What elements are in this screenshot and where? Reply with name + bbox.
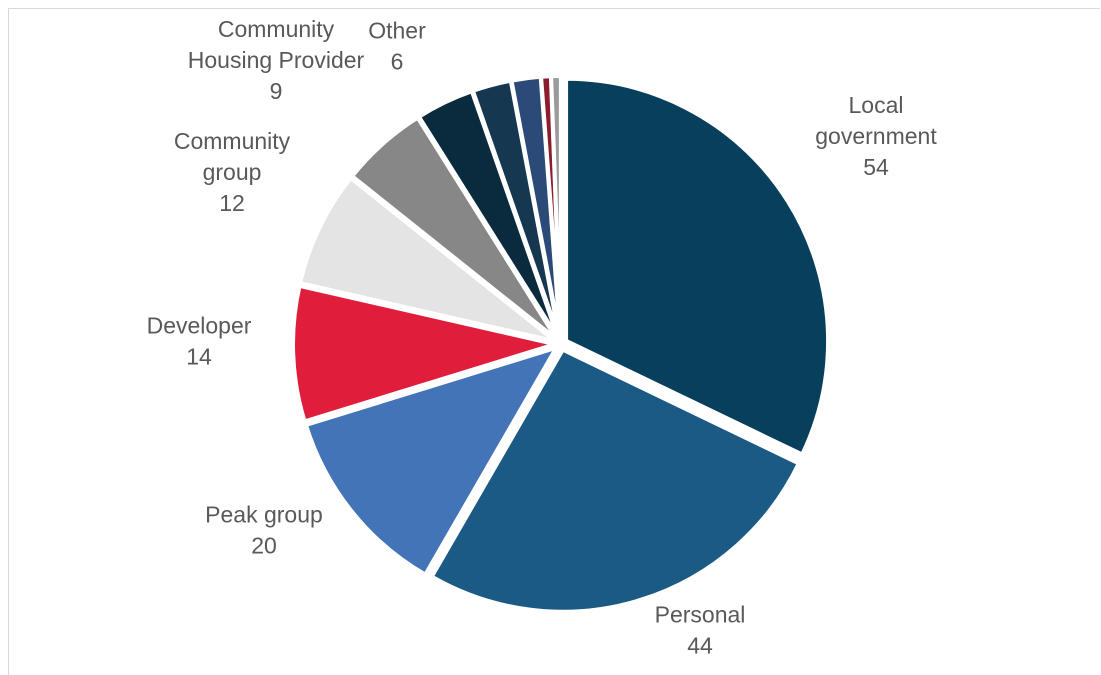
pie-slice-personal xyxy=(429,347,801,614)
data-label-local-government: Local government 54 xyxy=(815,92,937,180)
pie-slices xyxy=(291,74,831,614)
data-label-value: 14 xyxy=(186,344,212,370)
data-label-category: Local xyxy=(849,92,904,118)
data-label-category: Developer xyxy=(147,313,252,339)
data-label-category: Housing Provider xyxy=(188,47,365,73)
data-label-category: Community xyxy=(218,16,335,42)
data-label-community-housing-provider: Community Housing Provider 9 xyxy=(188,16,365,104)
data-label-category: Community xyxy=(174,128,291,154)
data-label-category: group xyxy=(203,159,262,185)
data-label-other: Other 6 xyxy=(368,18,426,75)
data-label-category: Peak group xyxy=(205,502,323,528)
data-label-developer: Developer 14 xyxy=(147,313,252,370)
data-label-value: 44 xyxy=(687,633,713,659)
pie-labels: Local government 54 Personal 44 Peak group 20 D… xyxy=(147,16,938,659)
data-label-value: 9 xyxy=(270,78,283,104)
data-label-category: Other xyxy=(368,18,426,44)
data-label-value: 20 xyxy=(251,533,277,559)
data-label-category: government xyxy=(815,123,937,149)
data-label-value: 54 xyxy=(863,154,889,180)
pie-slice-peak-group xyxy=(303,345,559,577)
data-label-peak-group: Peak group 20 xyxy=(205,502,323,559)
pie-slice-local-government xyxy=(564,76,831,457)
data-label-community-group: Community group 12 xyxy=(174,128,291,216)
pie-slice-unlabeled-10 xyxy=(549,74,563,341)
data-label-value: 6 xyxy=(391,49,404,75)
data-label-value: 12 xyxy=(219,190,245,216)
pie-slice-developer xyxy=(291,283,558,424)
pie-slice-community-group xyxy=(298,176,558,344)
data-label-category: Personal xyxy=(655,602,746,628)
chart-frame xyxy=(8,8,1100,675)
data-label-personal: Personal 44 xyxy=(655,602,746,659)
